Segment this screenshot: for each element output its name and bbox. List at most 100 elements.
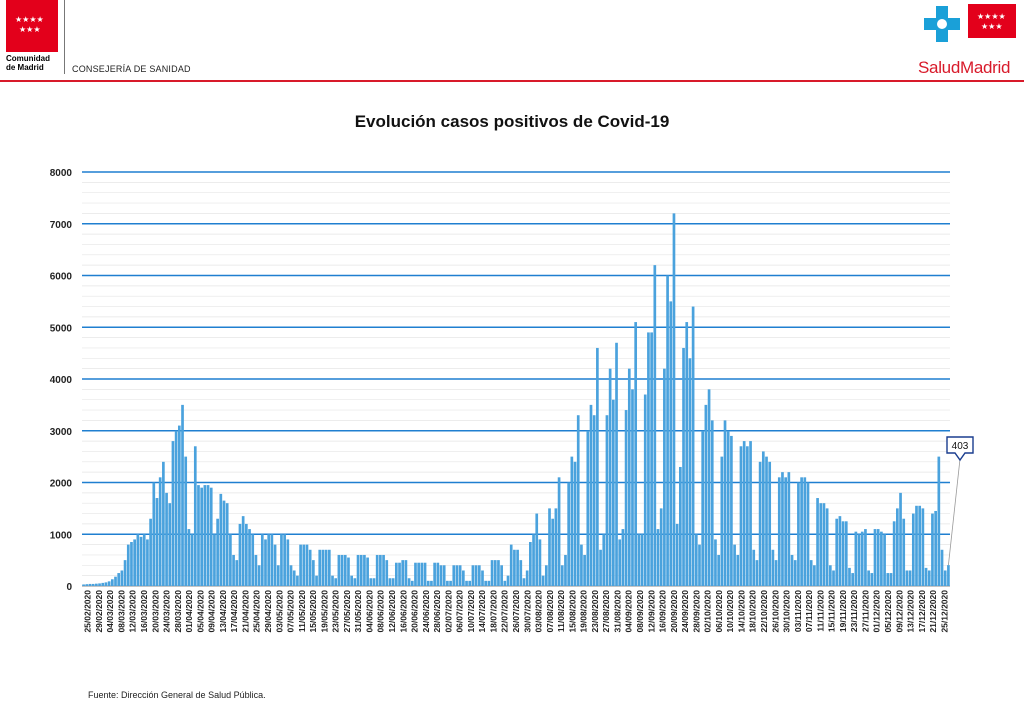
bar (91, 583, 95, 586)
x-tick-label: 06/10/2020 (714, 590, 724, 633)
x-tick-label: 05/12/2020 (883, 590, 893, 633)
bar (694, 534, 698, 586)
x-tick-label: 08/03/2020 (116, 590, 126, 633)
x-tick-label: 25/02/2020 (83, 590, 93, 633)
bar (806, 482, 810, 586)
y-tick-label: 8000 (50, 168, 73, 179)
stars-icon: ★★★★ ★★★ (15, 15, 44, 34)
bar (532, 534, 535, 586)
x-tick-label: 02/07/2020 (443, 590, 453, 633)
bar (85, 584, 89, 586)
bar (500, 565, 503, 586)
bar (819, 503, 823, 586)
bar (509, 544, 513, 586)
bar (774, 560, 778, 586)
x-tick-label: 01/12/2020 (872, 590, 882, 633)
x-tick-label: 04/09/2020 (624, 590, 634, 633)
y-tick-label: 4000 (50, 375, 73, 386)
bar (286, 539, 290, 586)
bar (809, 560, 813, 586)
bar (270, 534, 274, 586)
x-tick-label: 07/11/2020 (804, 590, 814, 632)
x-tick-label: 24/06/2020 (421, 590, 431, 633)
bar (184, 456, 188, 586)
bar (420, 562, 424, 586)
bar (717, 554, 720, 586)
bar (385, 560, 389, 586)
bar (777, 477, 781, 586)
bar (394, 562, 398, 586)
bar (219, 493, 223, 586)
bar (225, 503, 229, 586)
bar (541, 575, 545, 586)
bar (835, 518, 839, 586)
bar (640, 534, 644, 586)
bar (784, 477, 787, 586)
x-tick-label: 15/05/2020 (308, 590, 318, 633)
bar (88, 583, 92, 586)
bar (570, 456, 574, 586)
bar (331, 575, 334, 586)
bar (726, 430, 730, 586)
bar (190, 534, 194, 586)
bar (398, 562, 401, 586)
x-tick-label: 11/08/2020 (556, 590, 566, 632)
bar (742, 441, 746, 586)
bar (892, 521, 896, 586)
bar (519, 560, 523, 586)
x-tick-label: 12/03/2020 (128, 590, 138, 633)
x-tick-label: 10/07/2020 (466, 590, 476, 633)
bar (666, 275, 669, 586)
y-tick-label: 2000 (50, 479, 73, 490)
x-tick-label: 25/12/2020 (939, 590, 949, 633)
x-tick-label: 13/04/2020 (218, 590, 228, 633)
bar (525, 570, 529, 586)
bar (149, 518, 152, 586)
x-tick-label: 28/03/2020 (173, 590, 183, 633)
bar (739, 446, 743, 586)
bar (340, 554, 344, 586)
bar (841, 521, 845, 586)
x-tick-label: 24/03/2020 (162, 590, 172, 633)
bar (758, 461, 762, 586)
bar (589, 404, 593, 586)
bar (229, 534, 232, 586)
bar (347, 557, 350, 586)
bar (439, 565, 443, 586)
bar (554, 508, 558, 586)
bar (209, 487, 213, 586)
bar (688, 358, 692, 586)
bar (382, 554, 385, 586)
bar (213, 534, 216, 586)
header-divider (0, 80, 1024, 82)
bar (822, 503, 826, 586)
bar (618, 539, 622, 586)
bar (468, 580, 472, 586)
bar (934, 510, 937, 586)
bar (663, 368, 666, 586)
bar (685, 322, 689, 586)
x-tick-label: 30/07/2020 (522, 590, 532, 633)
chart-title: Evolución casos positivos de Covid-19 (354, 112, 670, 131)
bar (98, 583, 101, 586)
bar (937, 456, 941, 586)
bar (372, 578, 376, 586)
x-tick-label: 30/10/2020 (782, 590, 792, 633)
bar (359, 554, 363, 586)
bar (790, 554, 794, 586)
bar (133, 539, 136, 586)
bar (828, 565, 832, 586)
bar (851, 573, 855, 586)
x-tick-label: 18/07/2020 (488, 590, 498, 633)
x-tick-label: 26/07/2020 (511, 590, 521, 633)
bar (232, 554, 235, 586)
bar (356, 554, 360, 586)
bar (538, 539, 542, 586)
bar (337, 554, 341, 586)
bar (449, 580, 452, 586)
bar (126, 544, 130, 586)
bar (631, 389, 634, 586)
salud-cross-icon (924, 6, 960, 42)
bar (825, 508, 829, 586)
x-tick-label: 02/10/2020 (703, 590, 713, 633)
